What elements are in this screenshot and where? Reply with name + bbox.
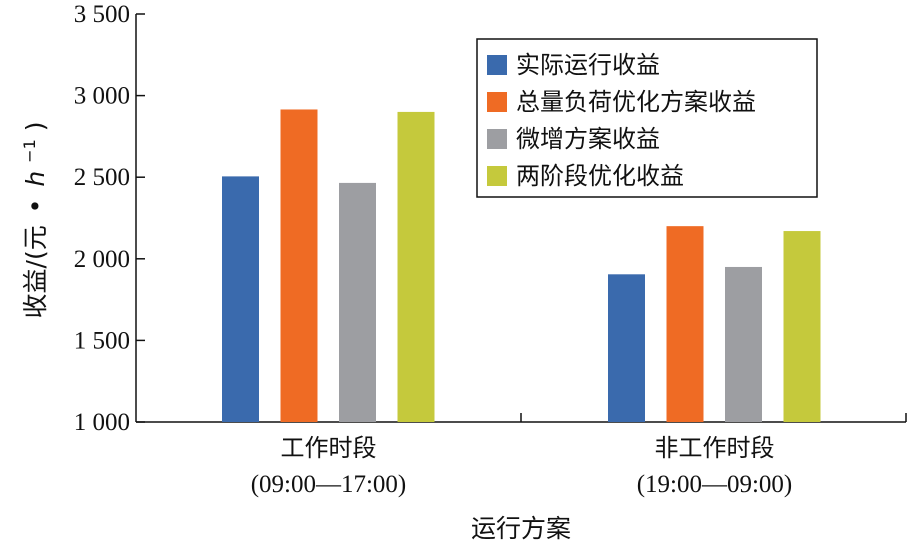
bar bbox=[783, 231, 821, 422]
category-label: 工作时段 bbox=[281, 434, 377, 462]
bar bbox=[397, 111, 435, 423]
y-tick-label: 1 500 bbox=[74, 327, 130, 354]
legend-swatch bbox=[487, 129, 507, 149]
legend-label: 总量负荷优化方案收益 bbox=[516, 88, 756, 116]
y-axis: 1 000 1 500 2 000 2 500 3 000 3 500 bbox=[74, 1, 145, 436]
y-axis-title: 收益/(元 • h −1 ) bbox=[12, 122, 50, 319]
category-labels: 工作时段 (09:00—17:00) 非工作时段 (19:00—09:00) bbox=[251, 434, 793, 498]
category-label: 非工作时段 bbox=[655, 434, 775, 462]
legend-swatch bbox=[487, 92, 507, 112]
bar bbox=[608, 274, 645, 422]
legend-swatch bbox=[487, 166, 507, 186]
y-tick-label: 3 000 bbox=[74, 83, 130, 110]
bars-group bbox=[222, 109, 821, 423]
category-range-label: (19:00—09:00) bbox=[637, 471, 793, 498]
category-range-label: (09:00—17:00) bbox=[251, 471, 407, 498]
legend-label: 实际运行收益 bbox=[516, 51, 660, 79]
y-axis-title-exp: −1 bbox=[20, 139, 39, 163]
y-tick-label: 1 000 bbox=[74, 409, 130, 436]
bar bbox=[666, 226, 704, 422]
y-axis-title-close: ) bbox=[21, 122, 50, 132]
x-axis bbox=[136, 413, 907, 423]
bar bbox=[339, 182, 376, 422]
y-axis-title-unit: h bbox=[21, 171, 50, 187]
bar bbox=[280, 109, 318, 423]
y-tick-label: 3 500 bbox=[74, 1, 130, 28]
y-axis-title-sep: • bbox=[21, 199, 50, 214]
bar bbox=[725, 266, 762, 422]
legend-box bbox=[476, 38, 818, 198]
legend-label: 两阶段优化收益 bbox=[516, 162, 684, 190]
y-tick-label: 2 500 bbox=[74, 164, 130, 191]
bar bbox=[222, 176, 259, 422]
legend-label: 微增方案收益 bbox=[516, 125, 660, 153]
y-tick-label: 2 000 bbox=[74, 246, 130, 273]
x-axis-title: 运行方案 bbox=[471, 514, 571, 543]
y-axis-title-main: 收益/(元 bbox=[21, 225, 50, 318]
legend-swatch bbox=[487, 55, 507, 75]
